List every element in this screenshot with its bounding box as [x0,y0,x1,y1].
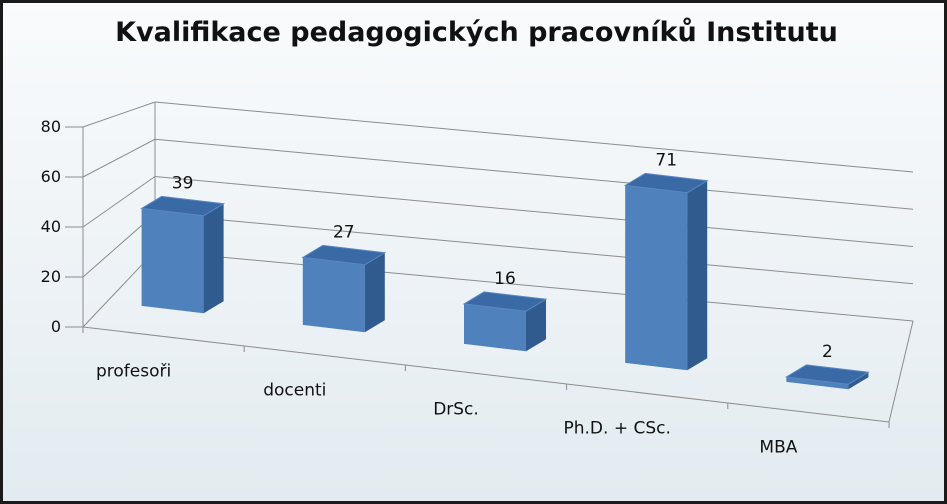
gridline [154,138,914,210]
y-tick-label: 0 [51,317,61,336]
x-tick-label: DrSc. [433,400,479,420]
data-label: 2 [822,342,833,362]
bar-front [786,376,849,390]
bar-side [526,299,546,352]
bar-top [623,172,709,194]
bar-chart-plot: 0 20 40 60 80 profesoři docenti DrSc. Ph.D. + C… [41,101,914,458]
y-tick-labels: 0 20 40 60 80 [41,117,61,336]
bar-top [301,244,387,266]
x-tick-labels: profesoři docenti DrSc. Ph.D. + CSc. MBA [96,362,798,458]
gridline [154,250,914,322]
x-tick-label: MBA [759,438,797,458]
bar [623,172,709,371]
floor-right-edge [888,320,914,423]
bar-front [625,185,688,371]
bar [784,364,870,390]
x-tick-label: profesoři [96,362,171,382]
x-tick-label: docenti [263,381,326,401]
bar-side [687,180,708,371]
x-axis-line [82,326,890,423]
y-tick-label: 80 [41,117,61,136]
bar-top [462,291,548,312]
data-label: 16 [494,269,516,289]
gridline-wall [82,138,156,178]
data-labels: 39 27 16 71 2 [172,150,833,362]
bar-front [141,208,204,314]
bar-front [464,303,526,352]
bar-side [364,252,385,333]
gridline-wall [82,101,156,128]
data-label: 71 [655,150,677,170]
gridlines [82,101,914,328]
bar-side [203,203,224,314]
gridline [154,176,914,247]
data-label: 39 [172,173,194,193]
bar-top [140,195,226,217]
bar-front [302,257,365,333]
bar [301,244,387,333]
gridline [154,213,914,285]
bar [462,291,548,352]
y-tick-label: 40 [41,217,61,236]
bars [140,172,870,390]
x-tick-label: Ph.D. + CSc. [564,419,671,439]
bar [140,195,226,314]
bar-side [848,372,869,390]
data-label: 27 [333,222,355,242]
gridline [154,101,914,173]
bar-top [784,364,870,385]
gridline-wall [82,176,156,228]
axes [65,102,914,428]
y-tick-label: 60 [41,167,61,186]
chart-title: Kvalifikace pedagogických pracovníků Ins… [115,17,838,48]
y-tick-label: 20 [41,267,61,286]
